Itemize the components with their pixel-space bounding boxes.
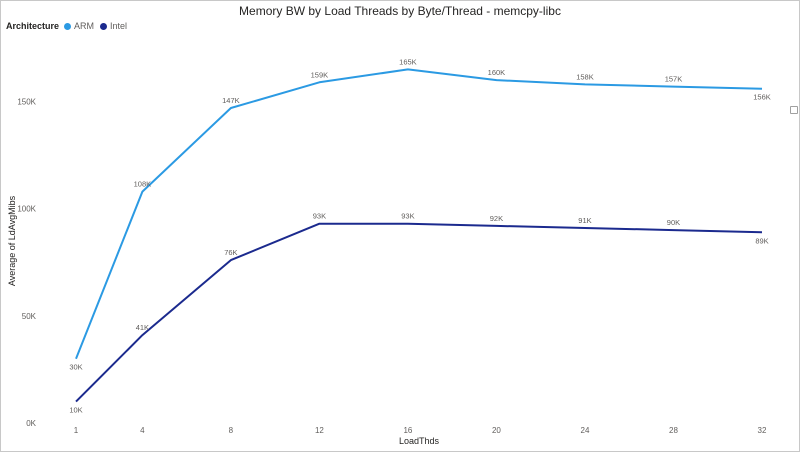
focus-mode-icon[interactable] (790, 106, 798, 114)
data-label-intel: 90K (667, 218, 680, 227)
chart-title: Memory BW by Load Threads by Byte/Thread… (239, 4, 561, 18)
data-point-arm[interactable] (139, 189, 145, 195)
data-point-intel[interactable] (759, 229, 765, 235)
data-label-intel: 93K (401, 212, 414, 221)
data-point-intel[interactable] (493, 223, 499, 229)
x-tick-label: 20 (492, 426, 501, 435)
x-tick-label: 32 (758, 426, 767, 435)
y-axis-title: Average of LdAvgMibs (7, 195, 17, 286)
legend-label-arm: ARM (74, 21, 95, 31)
data-label-arm: 158K (576, 72, 594, 81)
series-line-arm[interactable] (75, 68, 763, 360)
data-label-intel: 41K (136, 323, 149, 332)
y-tick-label: 100K (17, 205, 36, 214)
data-label-intel: 76K (224, 248, 237, 257)
x-tick-label: 24 (581, 426, 590, 435)
data-point-intel[interactable] (316, 221, 322, 227)
legend-dot-arm (64, 22, 72, 30)
data-point-intel[interactable] (228, 257, 234, 263)
legend-label-intel: Intel (110, 21, 128, 31)
data-point-intel[interactable] (139, 332, 145, 338)
x-tick-label: 1 (74, 426, 79, 435)
legend: Architecture ARM Intel (6, 21, 133, 31)
legend-item-arm[interactable]: ARM (64, 21, 94, 31)
x-tick-label: 12 (315, 426, 324, 435)
data-point-arm[interactable] (405, 66, 411, 72)
y-tick-label: 0K (26, 419, 36, 428)
legend-dot-intel (100, 22, 108, 30)
legend-item-intel[interactable]: Intel (100, 21, 127, 31)
data-label-arm: 147K (222, 96, 240, 105)
data-point-arm[interactable] (228, 105, 234, 111)
data-label-arm: 30K (69, 363, 82, 372)
data-point-arm[interactable] (582, 81, 588, 87)
x-tick-label: 8 (229, 426, 234, 435)
x-tick-label: 16 (403, 426, 412, 435)
data-label-arm: 108K (134, 180, 152, 189)
legend-title: Architecture (6, 21, 60, 31)
data-label-arm: 157K (665, 75, 683, 84)
data-point-intel[interactable] (582, 225, 588, 231)
data-point-arm[interactable] (316, 79, 322, 85)
data-label-intel: 92K (490, 214, 503, 223)
data-point-arm[interactable] (670, 84, 676, 90)
data-point-arm[interactable] (759, 86, 765, 92)
data-point-arm[interactable] (493, 77, 499, 83)
data-point-arm[interactable] (73, 356, 79, 362)
y-tick-label: 50K (22, 312, 37, 321)
x-tick-label: 28 (669, 426, 678, 435)
data-point-intel[interactable] (73, 399, 79, 405)
data-label-intel: 91K (578, 216, 591, 225)
data-point-intel[interactable] (670, 227, 676, 233)
y-tick-label: 150K (17, 98, 36, 107)
data-label-intel: 10K (69, 406, 82, 415)
data-point-intel[interactable] (405, 221, 411, 227)
data-label-arm: 159K (311, 70, 329, 79)
data-label-intel: 93K (313, 212, 326, 221)
series-line-intel[interactable] (75, 222, 763, 403)
data-label-arm: 165K (399, 57, 417, 66)
data-label-arm: 156K (753, 93, 771, 102)
data-label-intel: 89K (755, 236, 768, 245)
data-label-arm: 160K (488, 68, 506, 77)
x-axis-title: LoadThds (399, 436, 440, 446)
x-tick-label: 4 (140, 426, 145, 435)
